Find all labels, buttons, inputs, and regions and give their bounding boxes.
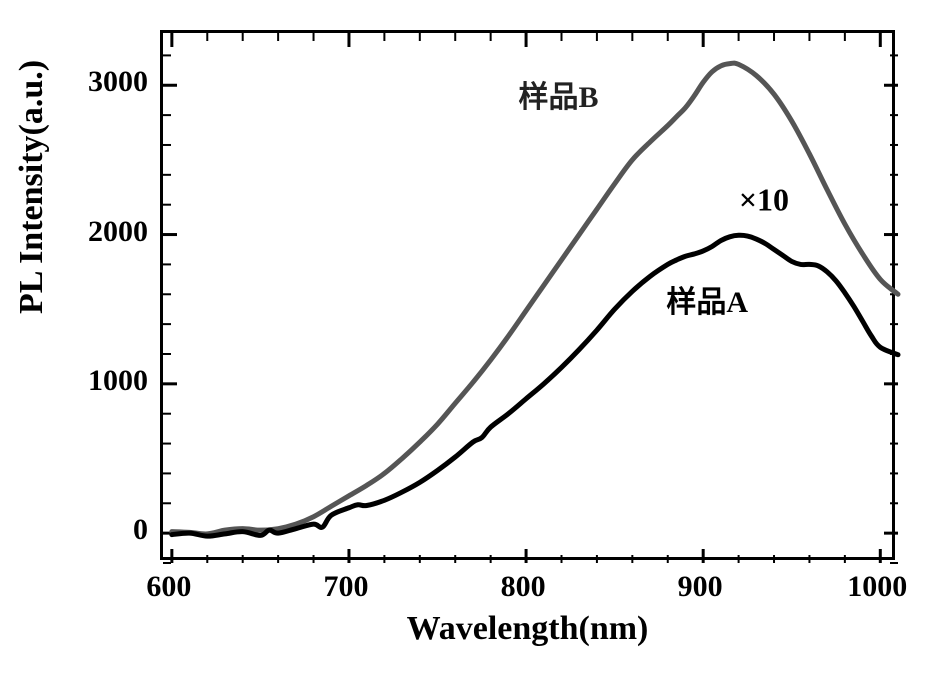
label-sample-a: 样品A (666, 277, 748, 321)
y-tick-label: 2000 (88, 215, 148, 249)
x-axis-label: Wavelength(nm) (160, 610, 895, 648)
x-tick-label: 800 (501, 570, 546, 604)
y-tick-label: 1000 (88, 364, 148, 398)
x-tick-label: 900 (678, 570, 723, 604)
y-tick-label: 0 (133, 513, 148, 547)
x-tick-label: 700 (323, 570, 368, 604)
series-sample-a (172, 235, 898, 536)
series-sample-b (172, 63, 898, 534)
label-sample-b: 样品B (518, 72, 598, 116)
x-tick-label: 600 (146, 570, 191, 604)
pl-spectrum-chart: PL Intensity(a.u.) Wavelength(nm) 600 700… (0, 0, 941, 675)
x-tick-label: 1000 (847, 570, 907, 604)
label-x10: ×10 (739, 182, 789, 219)
y-tick-label: 3000 (88, 65, 148, 99)
y-axis-label: PL Intensity(a.u.) (13, 274, 51, 314)
